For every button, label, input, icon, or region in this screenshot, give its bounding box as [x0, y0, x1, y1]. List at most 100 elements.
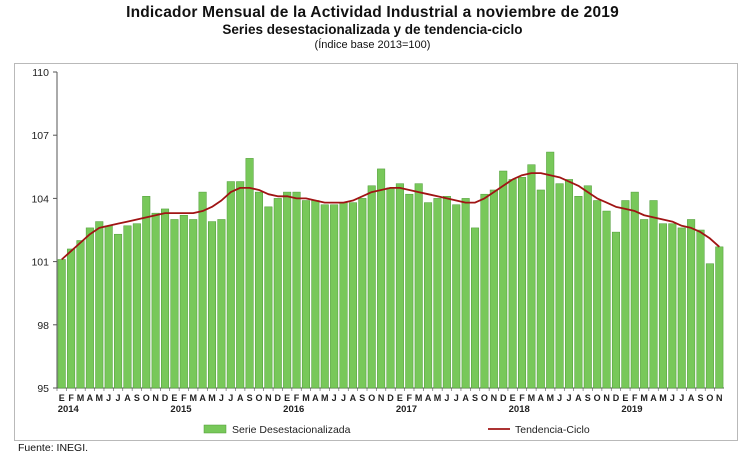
- x-year-label: 2019: [621, 404, 642, 415]
- x-month-label: O: [255, 393, 262, 403]
- legend: Serie Desestacionalizada Tendencia-Ciclo: [203, 424, 590, 436]
- x-month-label: A: [237, 393, 244, 403]
- chart-subtitle: Series desestacionalizada y de tendencia…: [222, 22, 523, 37]
- bar: [226, 181, 235, 389]
- bar: [546, 151, 555, 389]
- x-month-label: O: [368, 393, 375, 403]
- x-month-label: N: [491, 393, 498, 403]
- x-month-label: M: [528, 393, 536, 403]
- y-tick-label: 104: [31, 193, 49, 205]
- bar: [405, 193, 414, 389]
- bar: [67, 248, 76, 389]
- x-month-label: J: [557, 393, 562, 403]
- chart-title-block: Indicador Mensual de la Actividad Indust…: [0, 4, 745, 52]
- bar: [132, 223, 141, 389]
- x-month-label: D: [613, 393, 620, 403]
- x-month-label: M: [415, 393, 423, 403]
- bar: [179, 215, 188, 389]
- x-month-label: J: [332, 393, 337, 403]
- x-month-label: N: [378, 393, 385, 403]
- legend-label-trend: Tendencia-Ciclo: [515, 424, 590, 436]
- x-month-label: M: [546, 393, 554, 403]
- bar: [339, 202, 348, 389]
- bar: [687, 219, 696, 389]
- source-note: Fuente: INEGI.: [18, 442, 89, 454]
- x-month-label: F: [294, 393, 300, 403]
- x-year-label: 2018: [509, 404, 530, 415]
- bar: [273, 198, 282, 389]
- bar: [254, 191, 263, 389]
- bar: [414, 183, 423, 389]
- x-month-label: N: [603, 393, 610, 403]
- bar: [142, 196, 151, 389]
- bar: [602, 210, 611, 389]
- y-tick-label: 95: [37, 383, 49, 395]
- bar: [564, 179, 574, 389]
- trend-line-group: [61, 172, 720, 261]
- x-month-label: D: [387, 393, 394, 403]
- bar: [189, 219, 198, 389]
- x-month-label: E: [510, 393, 516, 403]
- x-month-label: A: [462, 393, 469, 403]
- x-month-label: J: [219, 393, 224, 403]
- chart-title: Indicador Mensual de la Actividad Indust…: [126, 4, 619, 21]
- x-month-label: E: [622, 393, 628, 403]
- x-month-label: A: [199, 393, 206, 403]
- x-month-label: O: [481, 393, 488, 403]
- x-month-label: J: [679, 393, 684, 403]
- x-month-label: F: [407, 393, 413, 403]
- x-month-label: M: [189, 393, 197, 403]
- x-month-label: M: [96, 393, 104, 403]
- bar: [715, 246, 724, 389]
- bar: [151, 212, 160, 389]
- x-month-label: F: [519, 393, 525, 403]
- bar: [245, 158, 254, 389]
- bar: [377, 168, 386, 389]
- bar: [668, 223, 677, 389]
- x-year-label: 2014: [58, 404, 80, 415]
- x-month-label: A: [87, 393, 94, 403]
- bar: [433, 198, 442, 389]
- chart-note: (Índice base 2013=100): [314, 39, 431, 51]
- x-month-label: D: [162, 393, 169, 403]
- x-month-label: A: [350, 393, 357, 403]
- x-month-label: J: [566, 393, 571, 403]
- x-month-label: A: [650, 393, 657, 403]
- x-month-label: J: [106, 393, 111, 403]
- x-month-label: F: [181, 393, 187, 403]
- bar: [330, 204, 339, 389]
- bar: [367, 185, 376, 389]
- x-month-label: J: [116, 393, 121, 403]
- bar: [527, 164, 536, 389]
- bar: [480, 193, 489, 389]
- bar: [264, 206, 273, 389]
- bar: [621, 200, 630, 389]
- bar: [236, 181, 245, 389]
- bar: [461, 198, 470, 389]
- bar: [161, 208, 170, 389]
- bar: [536, 189, 545, 389]
- bar: [348, 202, 357, 389]
- x-month-label: S: [247, 393, 253, 403]
- x-month-label: M: [659, 393, 667, 403]
- bar: [95, 221, 104, 389]
- x-month-label: F: [68, 393, 74, 403]
- x-month-label: J: [454, 393, 459, 403]
- bar: [301, 200, 310, 389]
- y-tick-label: 98: [37, 320, 49, 332]
- x-month-label: E: [397, 393, 403, 403]
- x-month-label: O: [594, 393, 601, 403]
- x-year-label: 2015: [170, 404, 192, 415]
- bar: [593, 200, 602, 389]
- x-month-label: A: [124, 393, 131, 403]
- x-month-label: S: [134, 393, 140, 403]
- bar: [649, 200, 658, 389]
- x-month-label: J: [444, 393, 449, 403]
- bar: [217, 219, 226, 389]
- y-tick-label: 110: [32, 67, 49, 79]
- legend-swatch-bars: [203, 424, 227, 434]
- x-month-label: J: [228, 393, 233, 403]
- bar: [292, 191, 301, 389]
- x-month-label: M: [434, 393, 442, 403]
